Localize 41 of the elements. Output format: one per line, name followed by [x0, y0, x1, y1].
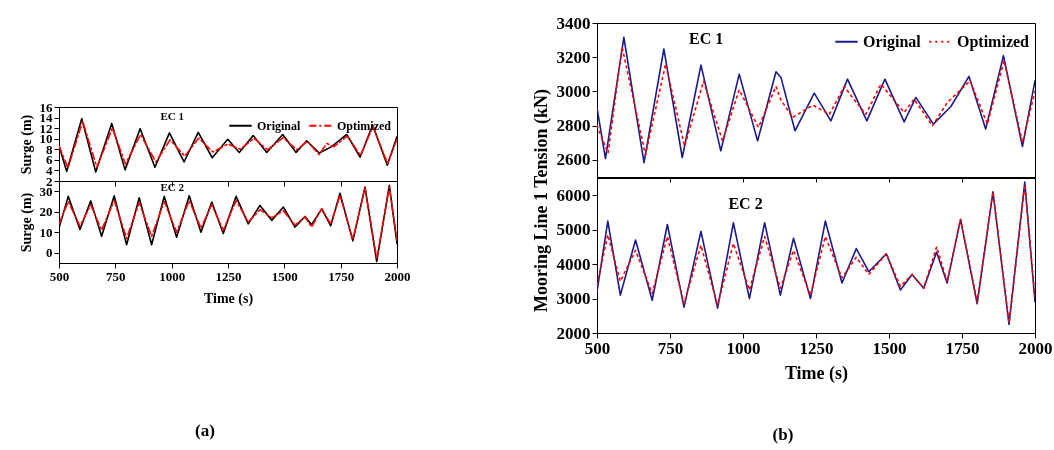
legend-label: Optimized: [337, 118, 392, 133]
y-tick-label: 3200: [556, 47, 591, 67]
y-axis-title: Surge (m): [18, 192, 35, 253]
y-tick-label: 2800: [556, 116, 591, 136]
text: EC 2: [728, 195, 763, 212]
legend-label: Original: [257, 118, 301, 133]
y-tick-label: 16: [39, 99, 53, 115]
x-tick-label: 1250: [799, 338, 834, 358]
text: (b): [772, 425, 794, 444]
x-tick-label: 1500: [271, 268, 298, 284]
chart-title: EC 1: [160, 110, 184, 122]
x-tick-label: 1500: [872, 338, 907, 358]
x-tick-label: 1250: [215, 268, 242, 284]
x-tick-label: 2000: [384, 268, 411, 284]
y-axis-title: Mooring Line 1 Tension (kN): [530, 88, 552, 313]
chart-title: EC 2: [160, 180, 185, 193]
text: (a): [195, 421, 215, 440]
y-tick-label: 3400: [556, 13, 591, 33]
x-tick-label: 2000: [1018, 338, 1053, 358]
y-tick-label: 3000: [556, 289, 591, 309]
y-tick-label: 10: [39, 224, 53, 240]
x-axis-title: Time (s): [784, 362, 849, 384]
legend-label: Optimized: [957, 32, 1030, 51]
y-tick-label: 5000: [556, 220, 591, 240]
y-tick-label: 20: [39, 204, 53, 220]
y-tick-label: 6000: [556, 185, 591, 205]
x-tick-label: 500: [49, 268, 70, 284]
x-tick-label: 1750: [945, 338, 980, 358]
x-axis-title: Time (s): [203, 290, 254, 307]
y-tick-label: 3000: [556, 81, 591, 101]
y-axis-title: Surge (m): [18, 114, 35, 175]
y-tick-label: 2600: [556, 150, 591, 170]
x-tick-label: 1000: [726, 338, 761, 358]
chart-title: EC 1: [688, 30, 724, 47]
x-tick-label: 1000: [159, 268, 186, 284]
x-tick-label: 750: [106, 268, 126, 284]
y-tick-label: 4000: [556, 254, 591, 274]
y-tick-label: 0: [46, 245, 53, 261]
legend-label: Original: [863, 32, 922, 51]
x-tick-label: 1750: [328, 268, 355, 284]
x-tick-label: 750: [657, 338, 684, 358]
